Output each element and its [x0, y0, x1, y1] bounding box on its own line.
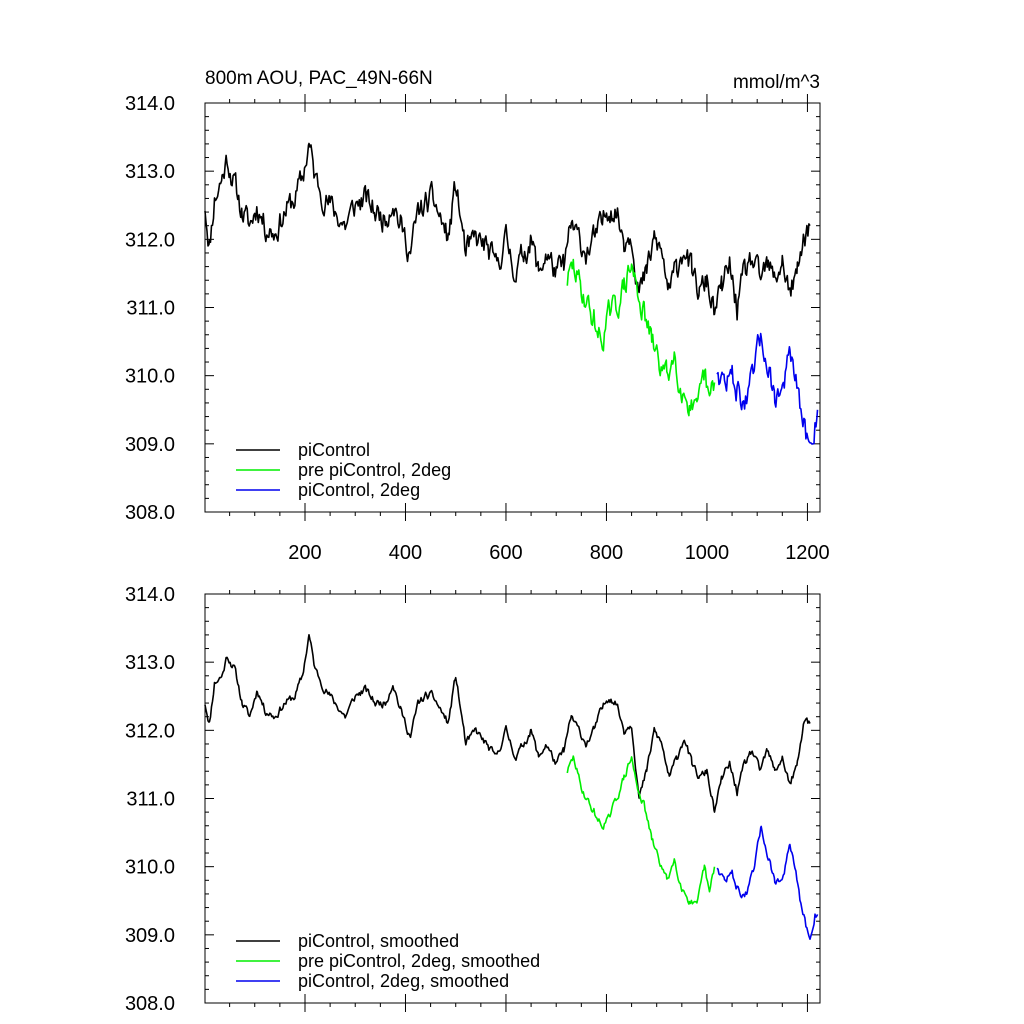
- y-tick-label: 308.0: [125, 502, 175, 524]
- y-tick-label: 314.0: [125, 584, 175, 606]
- units-label: mmol/m^3: [733, 72, 820, 93]
- y-tick-label: 311.0: [126, 298, 175, 320]
- legend-label: piControl, smoothed: [298, 931, 459, 951]
- bottom-panel: 308.0 309.0 310.0 311.0 312.0 313.0 314.0 piCon…: [125, 584, 821, 1015]
- y-tick-label: 308.0: [125, 993, 175, 1015]
- legend-label: piControl: [298, 440, 370, 460]
- legend-label: piControl, 2deg: [298, 480, 420, 500]
- series-line: [566, 258, 716, 417]
- top-panel: 308.0 309.0 310.0 311.0 312.0 313.0 314.0 200 40…: [125, 93, 830, 564]
- x-tick-label: 800: [590, 542, 623, 564]
- y-tick-label: 314.0: [125, 93, 175, 115]
- y-tick-label: 309.0: [125, 925, 175, 947]
- legend-label: pre piControl, 2deg, smoothed: [298, 951, 540, 971]
- y-tick-label: 310.0: [125, 857, 175, 879]
- series-line: [566, 755, 716, 905]
- y-tick-label: 309.0: [125, 434, 175, 456]
- x-tick-label: 600: [489, 542, 522, 564]
- y-tick-label: 312.0: [125, 720, 175, 742]
- y-tick-label: 312.0: [125, 229, 175, 251]
- series-line: [716, 825, 819, 940]
- series-line: [716, 332, 819, 445]
- y-tick-label: 310.0: [125, 366, 175, 388]
- x-tick-label: 400: [389, 542, 422, 564]
- legend-label: piControl, 2deg, smoothed: [298, 971, 509, 991]
- y-tick-label: 313.0: [125, 161, 175, 183]
- x-tick-label: 200: [288, 542, 321, 564]
- y-tick-label: 313.0: [125, 652, 175, 674]
- series-line: [204, 142, 811, 321]
- legend-label: pre piControl, 2deg: [298, 460, 451, 480]
- chart-title: 800m AOU, PAC_49N-66N: [205, 68, 433, 89]
- y-tick-label: 311.0: [126, 789, 175, 811]
- x-tick-label: 1200: [785, 542, 830, 564]
- x-tick-label: 1000: [685, 542, 730, 564]
- series-line: [204, 634, 811, 813]
